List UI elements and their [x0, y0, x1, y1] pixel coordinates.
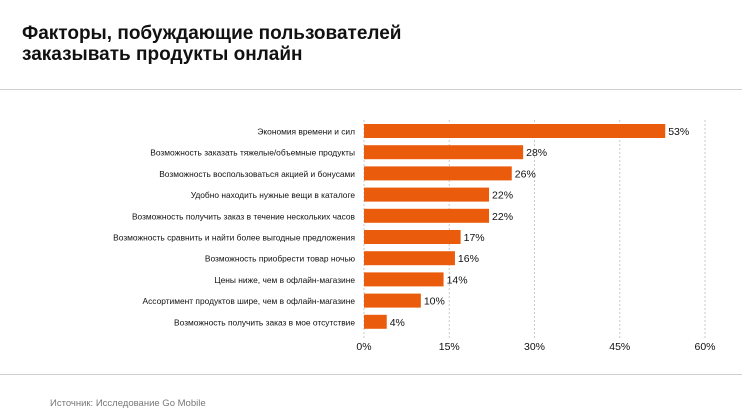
bar	[364, 166, 512, 181]
bar	[364, 230, 461, 244]
bar	[364, 272, 444, 287]
category-label: Цены ниже, чем в офлайн-магазине	[214, 275, 355, 285]
value-label: 10%	[424, 296, 445, 308]
category-label: Возможность приобрести товар ночью	[205, 254, 355, 264]
x-tick-label: 15%	[439, 341, 460, 353]
category-label: Удобно находить нужные вещи в каталоге	[191, 190, 356, 200]
chart-title-line-2: заказывать продукты онлайн	[22, 44, 303, 65]
bar	[364, 293, 421, 308]
value-label: 17%	[464, 232, 485, 244]
bar	[364, 145, 524, 160]
value-label: 22%	[492, 190, 513, 202]
x-tick-label: 60%	[694, 341, 715, 353]
value-label: 22%	[492, 211, 513, 223]
value-label: 26%	[515, 168, 536, 180]
x-tick-label: 30%	[524, 341, 545, 353]
category-label: Экономия времени и сил	[257, 127, 355, 137]
category-label: Возможность получить заказ в течение нес…	[132, 211, 356, 221]
bar	[364, 124, 666, 138]
bar	[364, 251, 455, 266]
value-label: 28%	[526, 147, 547, 159]
bar	[364, 314, 387, 329]
top-divider	[0, 89, 742, 90]
category-label: Возможность получить заказ в мое отсутст…	[174, 317, 355, 327]
category-label: Возможность сравнить и найти более выгод…	[113, 233, 355, 243]
bar	[364, 187, 490, 202]
category-label: Возможность заказать тяжелые/объемные пр…	[150, 148, 355, 158]
bottom-divider	[0, 374, 742, 375]
chart-title-line-1: Факторы, побуждающие пользователей	[22, 23, 402, 44]
x-tick-label: 45%	[609, 341, 630, 353]
source-note: Источник: Исследование Go Mobile	[50, 398, 206, 409]
category-label: Возможность воспользоваться акцией и бон…	[159, 169, 355, 179]
value-label: 53%	[668, 126, 689, 138]
value-label: 16%	[458, 253, 479, 265]
category-label: Ассортимент продуктов шире, чем в офлайн…	[143, 296, 356, 306]
x-tick-label: 0%	[356, 341, 371, 353]
value-label: 14%	[447, 274, 468, 286]
value-label: 4%	[390, 317, 405, 329]
bar	[364, 208, 490, 223]
